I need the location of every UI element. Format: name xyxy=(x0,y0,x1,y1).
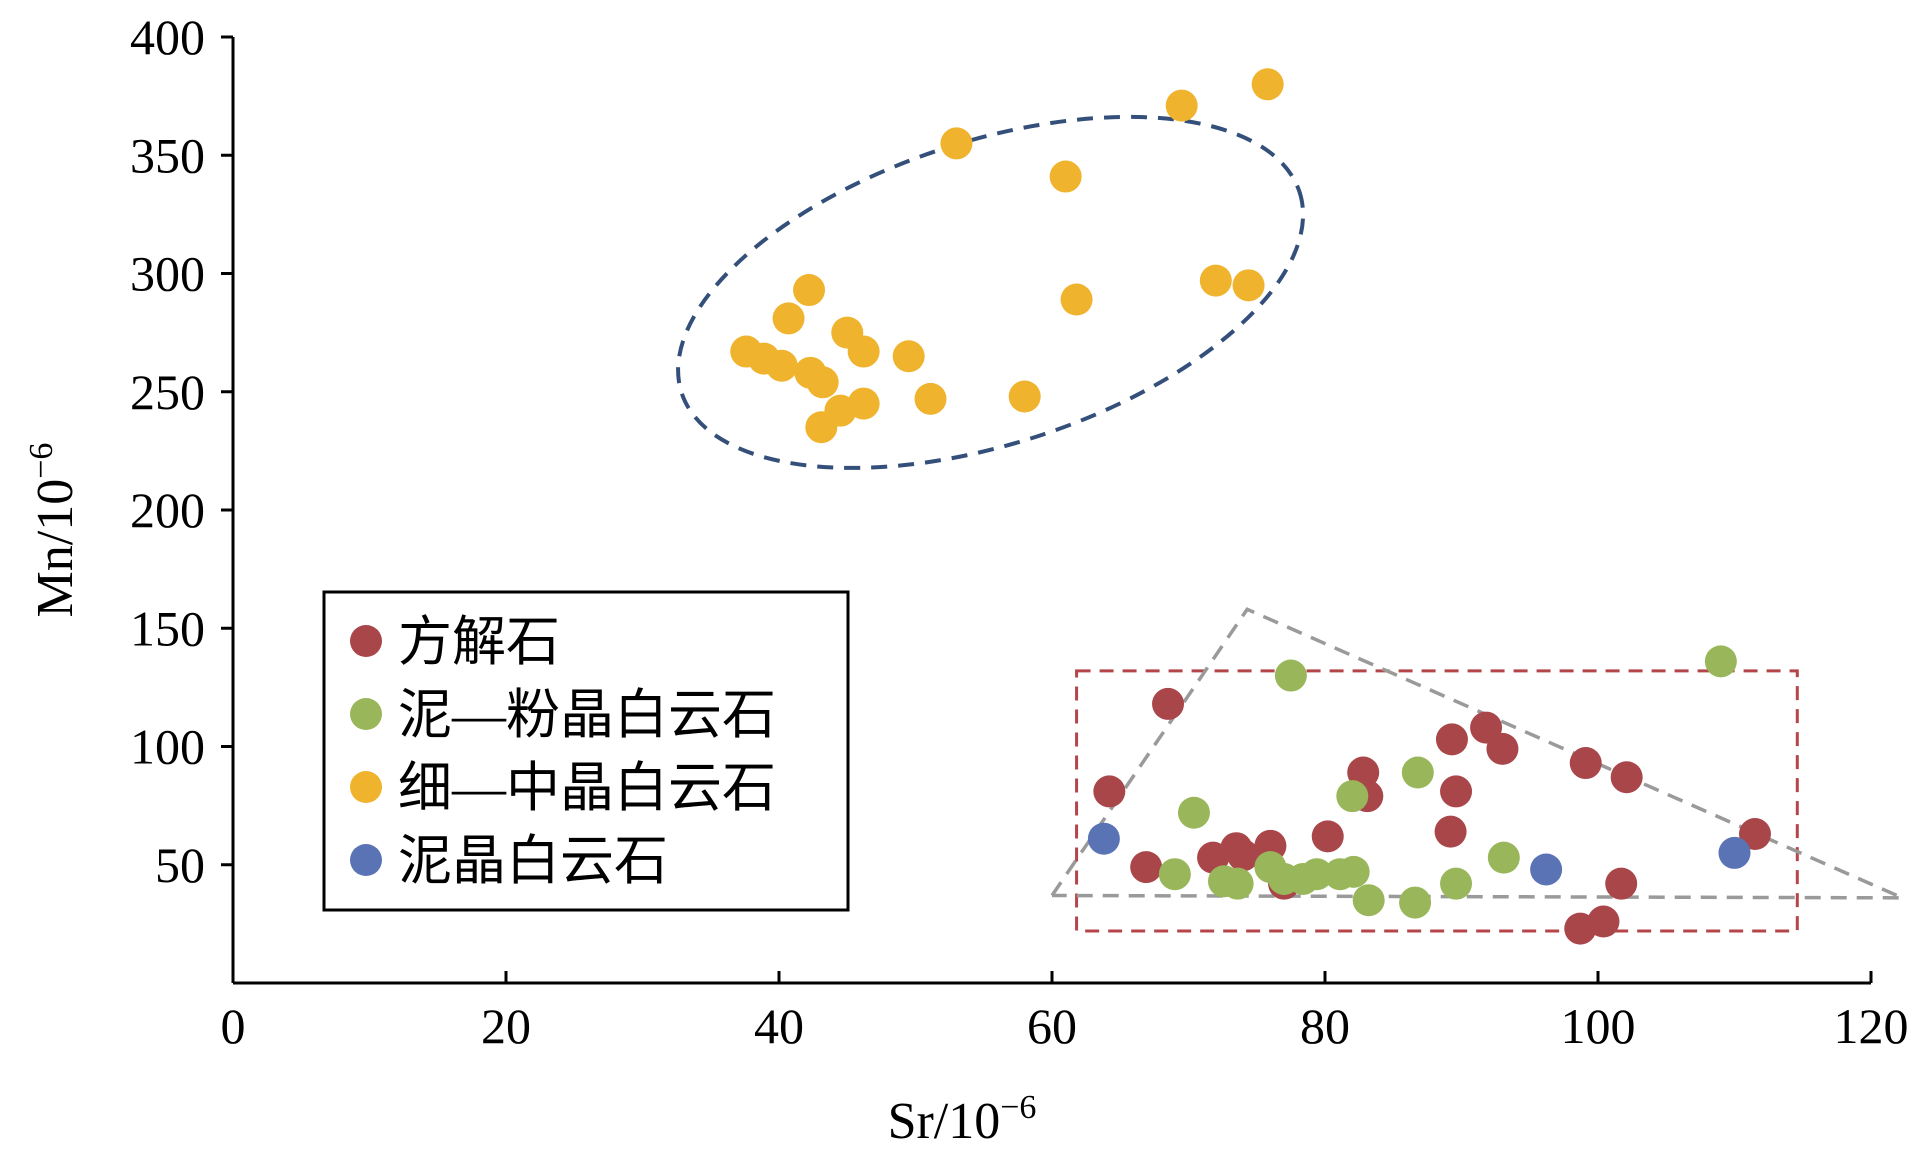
y-tick-label: 400 xyxy=(130,9,205,65)
data-point xyxy=(772,302,805,335)
data-point xyxy=(892,340,925,373)
data-point xyxy=(1177,796,1210,829)
data-point xyxy=(847,335,880,368)
data-point xyxy=(1738,818,1771,851)
x-axis-title: Sr/10−6 xyxy=(888,1089,1037,1150)
legend-marker xyxy=(350,625,382,657)
data-point xyxy=(765,349,798,382)
axes: 0 20 40 60 80 100 120 50 100 150 200 250 300 350 400 xyxy=(130,9,1909,1054)
data-point xyxy=(1487,841,1520,874)
data-point xyxy=(1401,756,1434,789)
data-points xyxy=(730,68,1771,945)
y-tick-label: 200 xyxy=(130,482,205,538)
x-tick-label: 20 xyxy=(481,998,531,1054)
x-tick-label: 80 xyxy=(1300,998,1350,1054)
y-tick-label: 100 xyxy=(130,719,205,775)
legend-label: 细—中晶白云石 xyxy=(398,758,776,818)
data-point xyxy=(806,366,839,399)
data-point xyxy=(1530,853,1563,886)
legend-marker xyxy=(350,844,382,876)
data-point xyxy=(1152,687,1185,720)
legend-item: 方解石 xyxy=(350,612,560,672)
legend-marker xyxy=(350,771,382,803)
x-tick-label: 120 xyxy=(1834,998,1909,1054)
data-point xyxy=(1008,380,1041,413)
data-point xyxy=(1704,645,1737,678)
legend-label: 泥—粉晶白云石 xyxy=(398,685,776,745)
data-point xyxy=(1049,160,1082,193)
y-axis-title: Mn/10−6 xyxy=(23,443,84,618)
legend-item: 泥晶白云石 xyxy=(350,831,668,891)
legend-box xyxy=(322,590,850,912)
data-point xyxy=(1060,283,1093,316)
data-point xyxy=(1399,886,1432,919)
data-point xyxy=(1274,659,1307,692)
data-point xyxy=(1130,851,1163,884)
data-point xyxy=(1221,867,1254,900)
data-point xyxy=(793,274,826,307)
y-tick-label: 250 xyxy=(130,364,205,420)
y-tick-label: 350 xyxy=(130,127,205,183)
data-point xyxy=(847,387,880,420)
data-point xyxy=(1300,858,1333,891)
data-point xyxy=(1440,867,1473,900)
data-point xyxy=(1569,747,1602,780)
y-tick-label: 300 xyxy=(130,246,205,302)
x-tick-label: 40 xyxy=(754,998,804,1054)
data-point xyxy=(1251,68,1284,101)
x-axis-ticks: 0 20 40 60 80 100 120 xyxy=(221,971,1909,1054)
data-point xyxy=(1199,264,1232,297)
legend-item: 泥—粉晶白云石 xyxy=(350,685,776,745)
data-point xyxy=(1158,858,1191,891)
data-point xyxy=(1165,89,1198,122)
data-point xyxy=(1587,905,1620,938)
legend-marker xyxy=(350,698,382,730)
y-axis-ticks: 50 100 150 200 250 300 350 400 xyxy=(130,9,233,893)
data-point xyxy=(1087,822,1120,855)
x-tick-label: 0 xyxy=(221,998,246,1054)
y-tick-label: 50 xyxy=(155,837,205,893)
data-point xyxy=(914,382,947,415)
data-point xyxy=(1440,775,1473,808)
data-point xyxy=(1227,839,1260,872)
data-point xyxy=(1434,815,1467,848)
fine-medium-dolomite-cluster-ellipse xyxy=(676,114,1306,470)
legend-label: 泥晶白云石 xyxy=(398,831,668,891)
trend-triangle-outline xyxy=(1050,607,1904,900)
data-point xyxy=(940,127,973,160)
x-tick-label: 60 xyxy=(1027,998,1077,1054)
series-1-points xyxy=(1158,645,1737,919)
data-point xyxy=(1232,269,1265,302)
data-point xyxy=(1486,732,1519,765)
legend-item: 细—中晶白云石 xyxy=(350,758,776,818)
data-point xyxy=(1337,855,1370,888)
data-point xyxy=(1093,775,1126,808)
data-point xyxy=(1311,820,1344,853)
data-point xyxy=(1610,761,1643,794)
data-point xyxy=(1435,723,1468,756)
data-point xyxy=(1718,836,1751,869)
series-3-points xyxy=(1087,822,1751,886)
calcite-region-box xyxy=(1075,669,1799,933)
legend-label: 方解石 xyxy=(398,612,560,672)
data-point xyxy=(1605,867,1638,900)
x-tick-label: 100 xyxy=(1561,998,1636,1054)
data-point xyxy=(1352,884,1385,917)
data-point xyxy=(1336,780,1369,813)
y-tick-label: 150 xyxy=(130,600,205,656)
series-2-points xyxy=(730,68,1284,444)
